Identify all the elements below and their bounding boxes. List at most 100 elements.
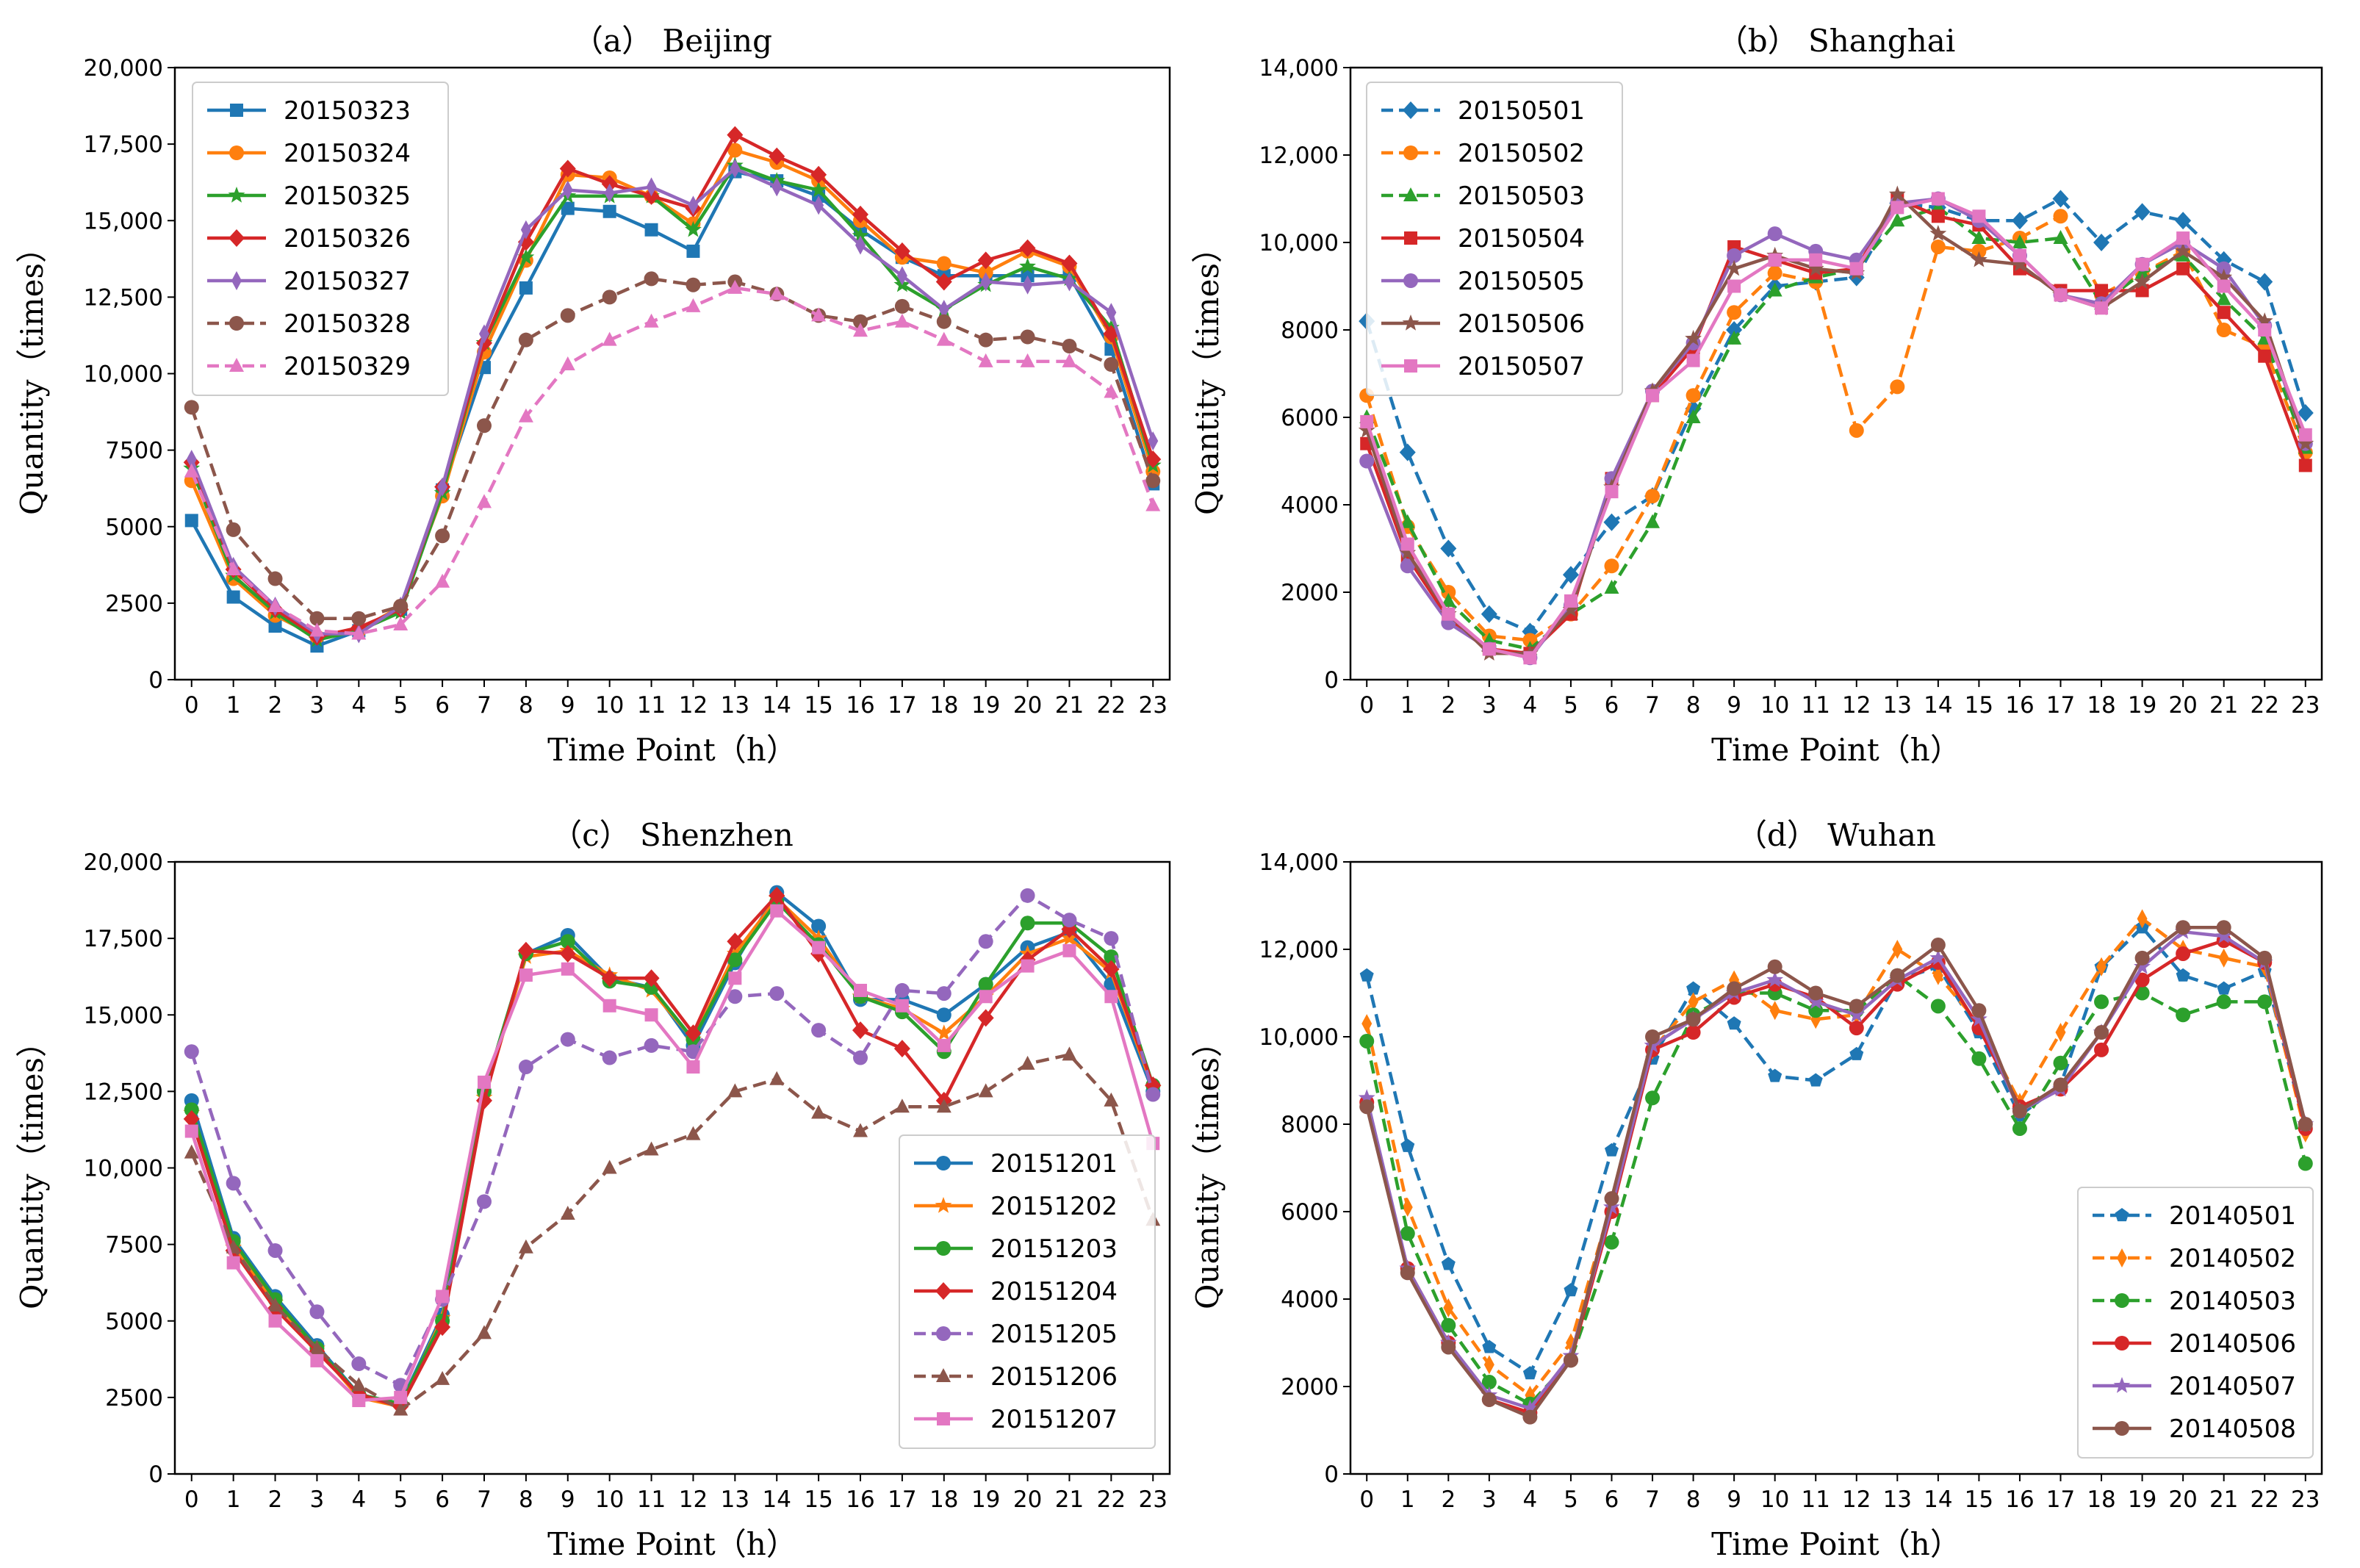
data-point (728, 971, 742, 985)
x-tick-label: 22 (1097, 1486, 1126, 1513)
data-point (2215, 927, 2233, 943)
data-point (2134, 957, 2151, 974)
data-point (1645, 1090, 1661, 1106)
y-tick-label: 12,000 (1259, 143, 1339, 169)
legend-marker (229, 145, 244, 160)
data-point (1441, 1317, 1456, 1333)
data-point (1564, 1283, 1578, 1297)
data-point (2012, 234, 2027, 248)
data-point (1399, 443, 1416, 461)
y-tick-label: 2500 (105, 1385, 163, 1411)
data-point (517, 941, 534, 960)
data-point (1646, 389, 1660, 403)
data-point (978, 332, 993, 348)
x-tick-label: 16 (846, 1486, 874, 1513)
data-point (1441, 592, 1456, 607)
y-tick-label: 8000 (1281, 1112, 1339, 1138)
data-point (2215, 268, 2233, 285)
data-point (1482, 642, 1496, 656)
x-tick-label: 15 (804, 692, 832, 719)
data-point (1062, 339, 1077, 354)
y-tick-label: 6000 (1281, 1199, 1339, 1226)
legend-label: 20150504 (1458, 224, 1585, 253)
data-point (518, 1239, 533, 1254)
data-point (1603, 513, 1620, 531)
y-axis-label: Quantity（times） (1190, 1026, 1226, 1309)
data-point (226, 1256, 240, 1270)
data-point (685, 220, 702, 237)
data-point (894, 1098, 910, 1113)
series-line (1365, 197, 2307, 660)
x-tick-label: 2 (1441, 1486, 1456, 1513)
data-point (686, 277, 701, 292)
data-point (1020, 353, 1035, 367)
legend-marker (231, 271, 242, 290)
data-point (2134, 203, 2151, 221)
x-tick-label: 4 (351, 692, 366, 719)
y-tick-label: 20,000 (84, 55, 163, 82)
data-point (1104, 931, 1119, 946)
data-point (1929, 949, 1947, 965)
x-tick-label: 11 (637, 692, 666, 719)
data-point (2176, 920, 2191, 935)
data-point (1848, 1006, 1866, 1022)
data-point (268, 1314, 282, 1328)
data-point (894, 982, 910, 998)
data-point (1849, 1046, 1864, 1060)
x-tick-label: 11 (1802, 692, 1830, 719)
data-point (2176, 946, 2191, 961)
data-point (769, 147, 785, 165)
data-point (852, 205, 869, 223)
y-tick-label: 15,000 (84, 1002, 163, 1029)
x-tick-label: 5 (1564, 692, 1578, 719)
data-point (1930, 999, 1946, 1014)
data-point (226, 522, 241, 537)
data-point (1971, 1051, 1987, 1066)
data-point (1808, 985, 1824, 1001)
data-point (2216, 291, 2231, 306)
x-tick-label: 9 (1727, 692, 1741, 719)
x-tick-label: 16 (2005, 692, 2034, 719)
chart-title: （d） Wuhan (1736, 817, 1936, 853)
data-point (811, 1023, 827, 1038)
legend-marker (936, 1241, 951, 1256)
data-point (1358, 421, 1375, 438)
data-point (2298, 1117, 2313, 1132)
data-point (1106, 303, 1117, 323)
series-line (190, 909, 1155, 1403)
data-point (936, 1098, 951, 1113)
data-point (1972, 209, 1986, 223)
legend-label: 20140502 (2169, 1244, 2296, 1273)
y-tick-label: 4000 (1281, 1287, 1339, 1313)
data-point (1061, 254, 1078, 273)
legend-box (192, 82, 449, 396)
data-point (1644, 1036, 1661, 1053)
data-point (811, 918, 827, 934)
data-point (478, 324, 489, 344)
data-point (1767, 959, 1782, 974)
legend-label: 20150329 (284, 352, 411, 381)
data-point (2011, 255, 2029, 272)
y-tick-label: 5000 (105, 514, 163, 541)
data-point (1604, 1143, 1619, 1157)
y-tick-label: 10,000 (84, 1156, 163, 1182)
data-point (2258, 323, 2272, 337)
data-point (2053, 230, 2068, 245)
data-point (810, 165, 827, 184)
data-point (436, 1290, 450, 1303)
series-20150329 (184, 279, 1161, 640)
data-point (602, 999, 616, 1013)
data-point (184, 1044, 199, 1060)
x-tick-label: 8 (1686, 692, 1701, 719)
data-point (1522, 1409, 1538, 1425)
series-line (1365, 206, 2307, 651)
y-tick-label: 2000 (1281, 1374, 1339, 1400)
series-line (190, 286, 1155, 636)
legend-marker (2115, 1208, 2129, 1222)
data-point (267, 1297, 283, 1312)
x-tick-label: 13 (1883, 692, 1912, 719)
data-point (1442, 607, 1456, 621)
data-point (1727, 981, 1742, 996)
data-point (855, 235, 866, 255)
data-point (1808, 1073, 1823, 1087)
